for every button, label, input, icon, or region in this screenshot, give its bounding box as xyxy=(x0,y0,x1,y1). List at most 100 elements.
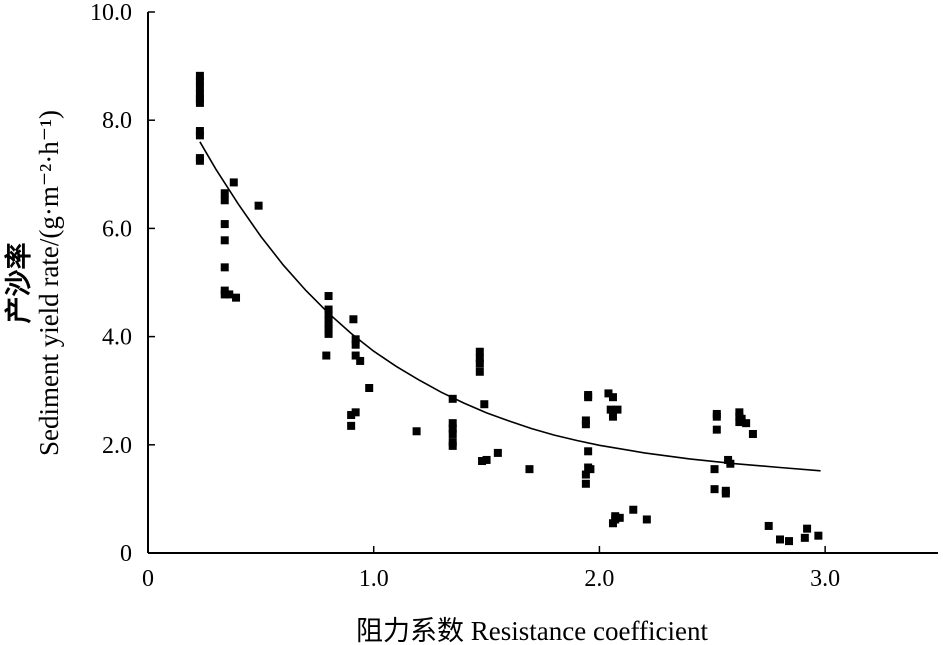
data-point xyxy=(324,292,333,301)
data-point xyxy=(225,290,234,299)
data-point xyxy=(604,389,613,398)
data-point xyxy=(642,515,651,524)
data-point xyxy=(726,459,735,468)
plot-area: 0 1.0 2.0 3.0 0 2.0 4.0 6.0 8.0 10.0 xyxy=(90,0,938,592)
data-point xyxy=(448,441,457,450)
data-point xyxy=(475,359,484,368)
data-point xyxy=(220,196,229,205)
data-point xyxy=(721,489,730,498)
y-tick-label: 10.0 xyxy=(90,0,132,26)
data-point xyxy=(586,465,595,474)
data-point xyxy=(195,77,204,86)
data-point xyxy=(735,408,744,417)
x-axis-title: 阻力系数 Resistance coefficient xyxy=(356,616,708,645)
data-point xyxy=(584,447,593,456)
data-point xyxy=(448,419,457,428)
data-point xyxy=(615,513,624,522)
data-point xyxy=(448,394,457,403)
x-tick-label: 3.0 xyxy=(810,566,840,592)
y-axis-title: 产沙率 Sediment yield rate/(g·m⁻²·h⁻¹) xyxy=(3,110,64,456)
data-point xyxy=(347,421,356,430)
data-point xyxy=(803,524,812,533)
data-point xyxy=(482,455,491,464)
data-point xyxy=(254,201,263,210)
data-point xyxy=(324,310,333,319)
data-point xyxy=(475,354,484,363)
data-point xyxy=(785,537,794,546)
data-point xyxy=(613,405,622,414)
data-point xyxy=(581,479,590,488)
data-point xyxy=(748,429,757,438)
data-point xyxy=(356,356,365,365)
data-point xyxy=(581,420,590,429)
data-point xyxy=(220,189,229,198)
data-point xyxy=(581,470,590,479)
data-point xyxy=(195,90,204,99)
data-point xyxy=(448,424,457,433)
y-axis-ticks: 0 2.0 4.0 6.0 8.0 10.0 xyxy=(90,0,155,567)
x-tick-label: 2.0 xyxy=(584,566,614,592)
data-point xyxy=(525,465,534,474)
fitted-trend-curve xyxy=(199,141,821,472)
data-point xyxy=(324,305,333,314)
y-axis-title-en: Sediment yield rate/(g·m⁻²·h⁻¹) xyxy=(34,110,64,456)
data-point xyxy=(448,429,457,438)
x-tick-label: 1.0 xyxy=(359,566,389,592)
data-point xyxy=(229,178,238,187)
data-point xyxy=(220,263,229,272)
data-point xyxy=(606,405,615,414)
data-point xyxy=(764,521,773,530)
data-point xyxy=(232,293,241,302)
data-point xyxy=(611,515,620,524)
y-tick-label: 4.0 xyxy=(102,325,132,351)
data-point xyxy=(351,340,360,349)
data-point xyxy=(737,414,746,423)
data-point xyxy=(195,127,204,136)
data-point xyxy=(478,457,487,466)
y-axis-title-cn: 产沙率 xyxy=(3,243,34,324)
x-tick-label: 0 xyxy=(142,566,154,592)
data-point xyxy=(712,425,721,434)
data-point xyxy=(608,412,617,421)
data-points xyxy=(195,71,823,546)
data-point xyxy=(412,427,421,436)
data-point xyxy=(220,236,229,245)
y-tick-label: 0 xyxy=(120,541,132,567)
data-point xyxy=(195,131,204,140)
data-point xyxy=(351,408,360,417)
data-point xyxy=(475,347,484,356)
data-point xyxy=(349,315,358,324)
data-point xyxy=(347,411,356,420)
data-point xyxy=(324,329,333,338)
data-point xyxy=(475,367,484,376)
data-point xyxy=(322,351,331,360)
data-point xyxy=(776,535,784,544)
data-point xyxy=(324,324,333,333)
data-point xyxy=(220,290,229,299)
data-point xyxy=(195,71,204,80)
data-point xyxy=(195,156,204,165)
data-point xyxy=(195,94,204,103)
data-point xyxy=(814,531,823,540)
data-point xyxy=(710,485,719,494)
data-point xyxy=(742,419,751,428)
data-point xyxy=(351,351,360,360)
y-tick-label: 8.0 xyxy=(102,108,132,134)
data-point xyxy=(584,393,593,402)
data-point xyxy=(324,315,333,324)
data-point xyxy=(608,393,617,402)
data-point xyxy=(629,505,638,514)
data-point xyxy=(220,220,229,229)
data-point xyxy=(351,335,360,344)
data-point xyxy=(493,448,502,457)
data-point xyxy=(800,533,809,542)
data-point xyxy=(365,383,374,392)
y-tick-label: 6.0 xyxy=(102,216,132,242)
x-axis-ticks: 0 1.0 2.0 3.0 xyxy=(142,546,840,592)
data-point xyxy=(710,465,719,474)
data-point xyxy=(480,400,489,409)
data-point xyxy=(712,412,721,421)
data-point xyxy=(195,83,204,92)
y-tick-label: 2.0 xyxy=(102,433,132,459)
